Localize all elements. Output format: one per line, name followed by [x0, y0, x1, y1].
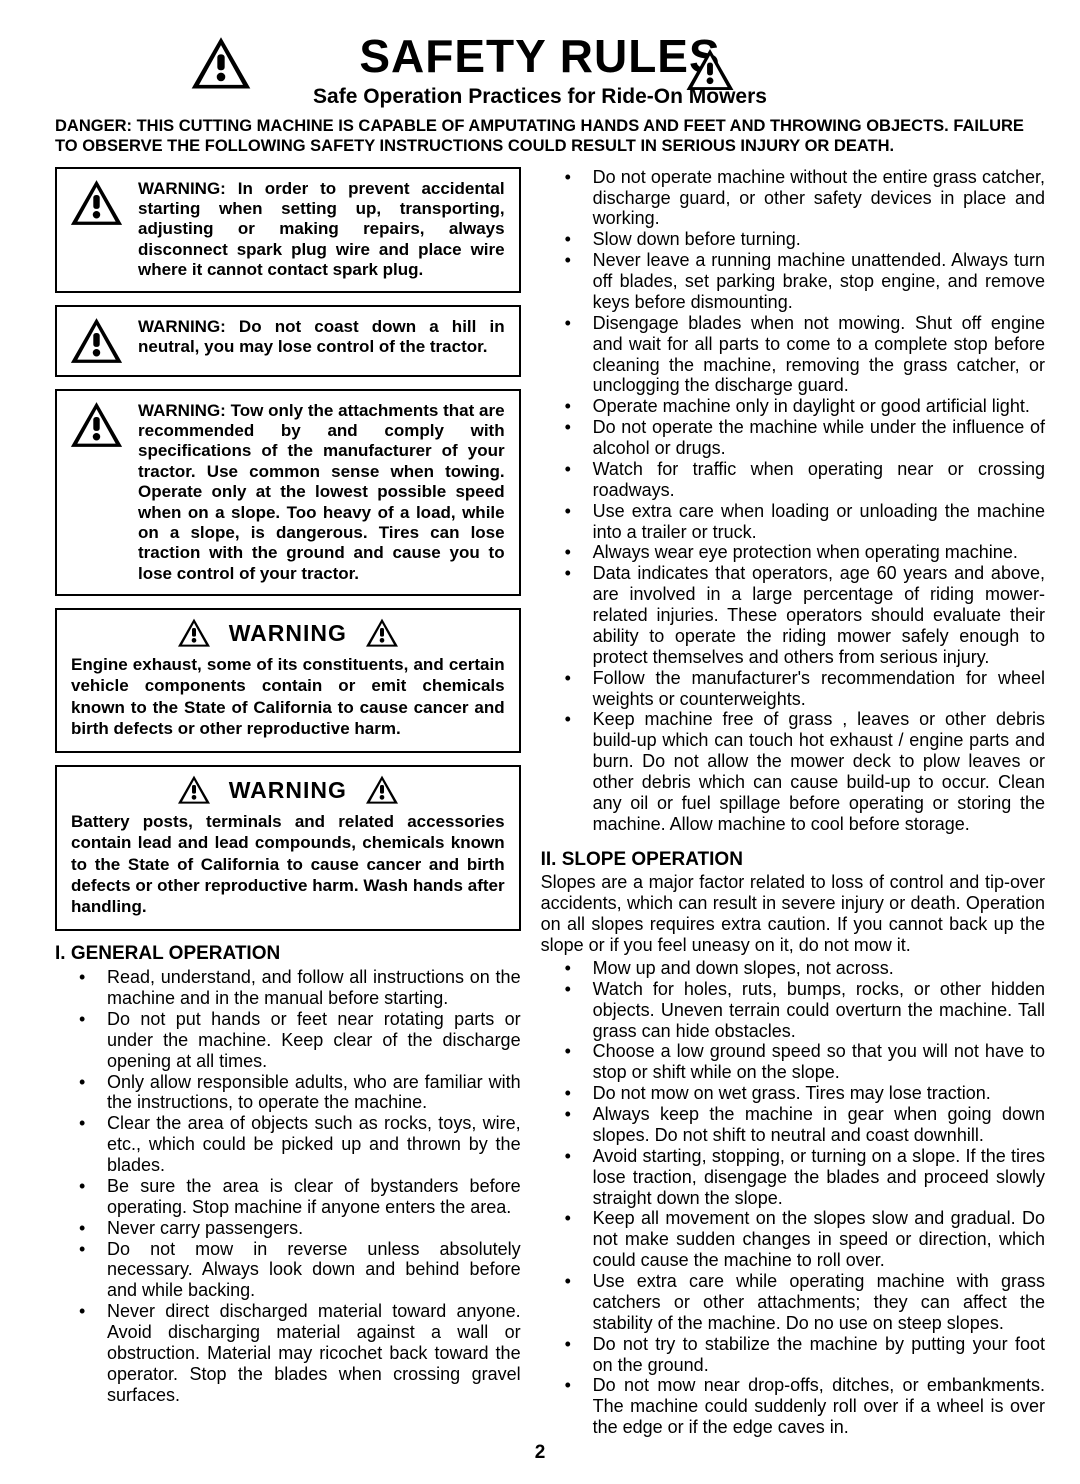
list-item: Keep all movement on the slopes slow and…	[547, 1208, 1045, 1271]
warning-box: WARNING: Do not coast down a hill in neu…	[55, 305, 521, 377]
list-item: Choose a low ground speed so that you wi…	[547, 1041, 1045, 1083]
list-item: Do not put hands or feet near rotating p…	[61, 1009, 521, 1072]
right-column: Do not operate machine without the entir…	[541, 167, 1045, 1438]
warning-icon	[365, 775, 399, 805]
warning-section: WARNING Battery posts, terminals and rel…	[55, 765, 521, 931]
warning-text: WARNING: Tow only the attachments that a…	[138, 401, 505, 585]
warning-section-body: Battery posts, terminals and related acc…	[71, 811, 505, 917]
list-item: Keep machine free of grass , leaves or o…	[547, 709, 1045, 834]
left-column: WARNING: In order to prevent accidental …	[55, 167, 521, 1438]
list-item: Be sure the area is clear of bystanders …	[61, 1176, 521, 1218]
warning-box: WARNING: In order to prevent accidental …	[55, 167, 521, 293]
list-item: Operate machine only in daylight or good…	[547, 396, 1045, 417]
list-item: Only allow responsible adults, who are f…	[61, 1072, 521, 1114]
warning-label: WARNING	[229, 620, 347, 646]
content-columns: WARNING: In order to prevent accidental …	[55, 167, 1025, 1438]
list-item: Do not operate the machine while under t…	[547, 417, 1045, 459]
warning-section: WARNING Engine exhaust, some of its cons…	[55, 608, 521, 753]
list-item: Do not operate machine without the entir…	[547, 167, 1045, 230]
warning-text: WARNING: In order to prevent accidental …	[138, 179, 505, 281]
list-item: Data indicates that operators, age 60 ye…	[547, 563, 1045, 667]
warning-icon	[365, 618, 399, 648]
list-item: Disengage blades when not mowing. Shut o…	[547, 313, 1045, 397]
page-number: 2	[55, 1442, 1025, 1464]
list-item: Do not try to stabilize the machine by p…	[547, 1334, 1045, 1376]
general-operation-list-left: Read, understand, and follow all instruc…	[55, 967, 521, 1405]
list-item: Avoid starting, stopping, or turning on …	[547, 1146, 1045, 1209]
list-item: Read, understand, and follow all instruc…	[61, 967, 521, 1009]
warning-icon	[685, 48, 735, 92]
warning-text: WARNING: Do not coast down a hill in neu…	[138, 317, 505, 358]
list-item: Never carry passengers.	[61, 1218, 521, 1239]
warning-icon	[190, 36, 252, 91]
list-item: Always wear eye protection when operatin…	[547, 542, 1045, 563]
list-item: Mow up and down slopes, not across.	[547, 958, 1045, 979]
list-item: Use extra care while operating machine w…	[547, 1271, 1045, 1334]
warning-box: WARNING: Tow only the attachments that a…	[55, 389, 521, 597]
list-item: Clear the area of objects such as rocks,…	[61, 1113, 521, 1176]
warning-icon	[177, 618, 211, 648]
list-item: Do not mow in reverse unless absolutely …	[61, 1239, 521, 1302]
list-item: Follow the manufacturer's recommendation…	[547, 668, 1045, 710]
warning-icon	[69, 317, 124, 365]
warning-icon	[69, 179, 124, 227]
section-title: II. SLOPE OPERATION	[541, 849, 1045, 871]
list-item: Do not mow near drop-offs, ditches, or e…	[547, 1375, 1045, 1438]
list-item: Do not mow on wet grass. Tires may lose …	[547, 1083, 1045, 1104]
warning-label: WARNING	[229, 777, 347, 803]
list-item: Always keep the machine in gear when goi…	[547, 1104, 1045, 1146]
list-item: Watch for traffic when operating near or…	[547, 459, 1045, 501]
warning-section-title: WARNING	[71, 775, 505, 805]
danger-text: DANGER: THIS CUTTING MACHINE IS CAPABLE …	[55, 117, 1025, 157]
general-operation-list-right: Do not operate machine without the entir…	[541, 167, 1045, 835]
warning-section-body: Engine exhaust, some of its constituents…	[71, 654, 505, 739]
section-title: I. GENERAL OPERATION	[55, 943, 521, 965]
slope-operation-list: Mow up and down slopes, not across.Watch…	[541, 958, 1045, 1438]
list-item: Slow down before turning.	[547, 229, 1045, 250]
page-header: SAFETY RULES Safe Operation Practices fo…	[55, 30, 1025, 109]
list-item: Never direct discharged material toward …	[61, 1301, 521, 1405]
warning-icon	[177, 775, 211, 805]
list-item: Use extra care when loading or unloading…	[547, 501, 1045, 543]
list-item: Never leave a running machine unattended…	[547, 250, 1045, 313]
warning-icon	[69, 401, 124, 449]
warning-section-title: WARNING	[71, 618, 505, 648]
list-item: Watch for holes, ruts, bumps, rocks, or …	[547, 979, 1045, 1042]
slope-intro: Slopes are a major factor related to los…	[541, 872, 1045, 956]
